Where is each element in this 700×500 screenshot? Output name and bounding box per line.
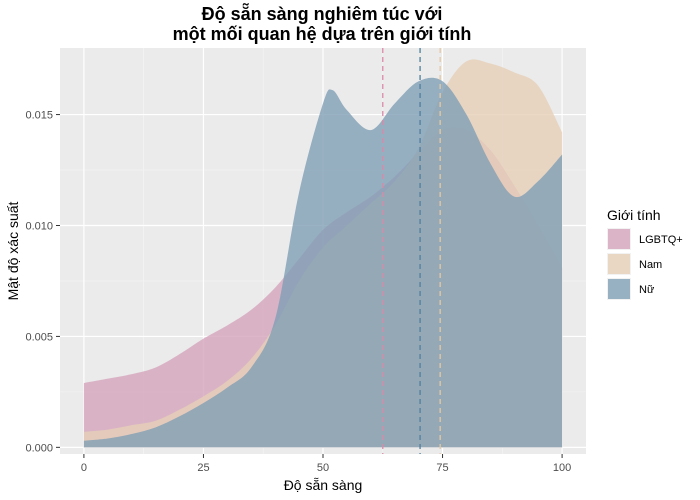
y-tick-label: 0.015 [25, 110, 53, 122]
legend-title: Giới tính [607, 207, 661, 223]
x-tick-label: 100 [553, 462, 571, 474]
density-areas [83, 59, 563, 448]
y-tick-label: 0.005 [25, 331, 53, 343]
density-area-3 [83, 77, 563, 448]
y-axis: 0.000 0.005 0.010 0.015 [25, 110, 60, 454]
chart-title-line1: Độ sẵn sàng nghiêm túc với [202, 2, 443, 24]
legend-label-1: LGBTQ+ [639, 234, 683, 246]
legend: Giới tính LGBTQ+ Nam Nữ [607, 207, 683, 300]
x-axis: 0 25 50 75 100 [81, 454, 571, 474]
legend-label-3: Nữ [639, 284, 655, 296]
legend-swatch-3 [608, 279, 630, 299]
y-tick-label: 0.010 [25, 220, 53, 232]
legend-swatch-2 [608, 254, 630, 274]
chart-title-line2: một mối quan hệ dựa trên giới tính [173, 24, 472, 44]
legend-label-2: Nam [639, 259, 662, 271]
mean-lines [382, 48, 441, 454]
x-tick-label: 50 [317, 462, 329, 474]
y-axis-title: Mật độ xác suất [5, 201, 21, 300]
y-tick-label: 0.000 [25, 442, 53, 454]
x-tick-label: 0 [81, 462, 87, 474]
legend-swatch-1 [608, 229, 630, 249]
x-axis-title: Độ sẵn sàng [284, 477, 363, 493]
x-tick-label: 25 [197, 462, 209, 474]
x-tick-label: 75 [436, 462, 448, 474]
